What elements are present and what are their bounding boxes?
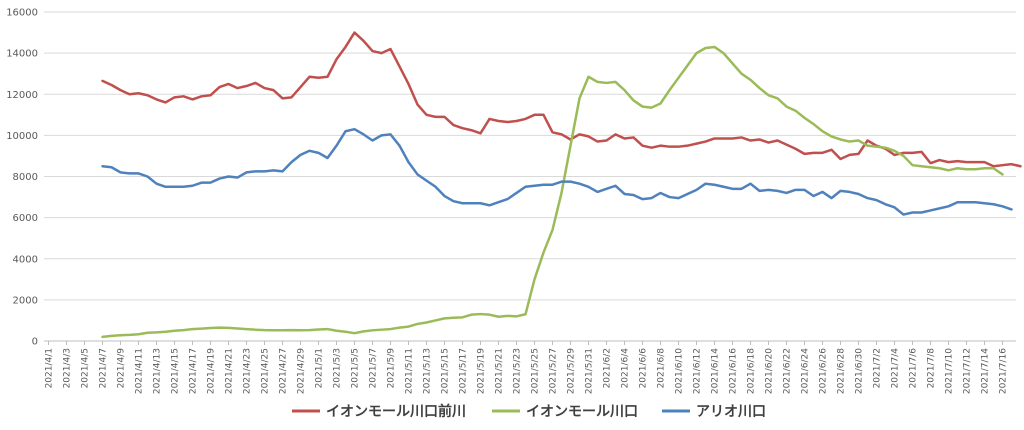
series-line-1 bbox=[101, 45, 1004, 339]
x-tick-label: 2021/6/18 bbox=[747, 348, 757, 394]
x-tick-label: 2021/4/27 bbox=[279, 348, 289, 394]
x-tick-label: 2021/5/17 bbox=[459, 348, 469, 394]
x-tick-label: 2021/5/11 bbox=[405, 348, 415, 394]
x-tick-label: 2021/5/7 bbox=[369, 348, 379, 388]
x-tick-label: 2021/5/13 bbox=[423, 348, 433, 394]
x-tick-label: 2021/5/9 bbox=[387, 348, 397, 389]
x-tick-label: 2021/7/6 bbox=[909, 348, 919, 389]
y-tick-label: 6000 bbox=[13, 213, 38, 224]
x-tick-label: 2021/7/2 bbox=[873, 348, 883, 388]
x-tick-label: 2021/4/3 bbox=[63, 348, 73, 388]
x-tick-label: 2021/6/8 bbox=[657, 348, 667, 389]
y-tick-label: 16000 bbox=[6, 8, 38, 19]
x-tick-label: 2021/6/28 bbox=[837, 348, 847, 394]
x-tick-label: 2021/6/14 bbox=[711, 348, 721, 394]
x-tick-label: 2021/5/21 bbox=[495, 348, 505, 394]
x-tick-label: 2021/6/20 bbox=[765, 348, 775, 394]
x-tick-label: 2021/6/6 bbox=[639, 348, 649, 389]
x-tick-label: 2021/7/10 bbox=[945, 348, 955, 394]
x-tick-label: 2021/6/26 bbox=[819, 348, 829, 394]
x-tick-label: 2021/5/23 bbox=[513, 348, 523, 394]
x-tick-label: 2021/6/12 bbox=[693, 348, 703, 394]
y-tick-label: 8000 bbox=[13, 172, 38, 183]
legend-label-1: イオンモール川口 bbox=[526, 404, 638, 420]
x-tick-label: 2021/4/7 bbox=[99, 348, 109, 388]
x-tick-label: 2021/6/10 bbox=[675, 348, 685, 394]
series-line-2 bbox=[101, 127, 1013, 216]
x-tick-label: 2021/4/15 bbox=[171, 348, 181, 394]
y-tick-label: 14000 bbox=[6, 49, 38, 60]
x-tick-label: 2021/5/15 bbox=[441, 348, 451, 394]
x-tick-label: 2021/5/3 bbox=[333, 348, 343, 388]
x-tick-label: 2021/6/22 bbox=[783, 348, 793, 394]
x-tick-label: 2021/4/9 bbox=[117, 348, 127, 389]
x-tick-label: 2021/4/25 bbox=[261, 348, 271, 394]
x-tick-label: 2021/7/12 bbox=[963, 348, 973, 394]
legend-label-0: イオンモール川口前川 bbox=[326, 403, 466, 420]
y-tick-label: 0 bbox=[32, 337, 38, 348]
x-tick-label: 2021/6/24 bbox=[801, 348, 811, 394]
y-tick-label: 2000 bbox=[13, 295, 38, 306]
x-tick-label: 2021/7/14 bbox=[981, 348, 991, 394]
series-line-0 bbox=[101, 31, 1022, 168]
x-tick-label: 2021/5/19 bbox=[477, 348, 487, 394]
x-tick-label: 2021/4/19 bbox=[207, 348, 217, 394]
x-tick-label: 2021/4/17 bbox=[189, 348, 199, 394]
x-tick-label: 2021/4/13 bbox=[153, 348, 163, 394]
y-tick-label: 4000 bbox=[13, 254, 38, 265]
x-tick-label: 2021/5/31 bbox=[585, 348, 595, 394]
series-lines bbox=[101, 31, 1022, 339]
x-tick-label: 2021/4/21 bbox=[225, 348, 235, 394]
x-tick-label: 2021/6/16 bbox=[729, 348, 739, 394]
x-tick-label: 2021/5/5 bbox=[351, 348, 361, 388]
x-axis-ticks: 2021/4/1 2021/4/3 2021/4/5 2021/4/7 2021/4/9… bbox=[45, 341, 1009, 394]
x-tick-label: 2021/4/11 bbox=[135, 348, 145, 394]
x-tick-label: 2021/5/27 bbox=[549, 348, 559, 394]
x-tick-label: 2021/5/29 bbox=[567, 348, 577, 394]
x-tick-label: 2021/4/29 bbox=[297, 348, 307, 394]
legend-label-2: アリオ川口 bbox=[696, 404, 766, 420]
y-axis-ticks: 0 2000 4000 6000 8000 10000 12000 14000 16000 bbox=[6, 8, 38, 348]
x-tick-label: 2021/6/2 bbox=[603, 348, 613, 388]
x-tick-label: 2021/7/16 bbox=[999, 348, 1009, 394]
x-tick-label: 2021/5/25 bbox=[531, 348, 541, 394]
x-tick-label: 2021/4/5 bbox=[81, 348, 91, 388]
x-tick-label: 2021/6/4 bbox=[621, 348, 631, 389]
x-tick-label: 2021/7/4 bbox=[891, 348, 901, 389]
x-tick-label: 2021/4/23 bbox=[243, 348, 253, 394]
y-tick-label: 10000 bbox=[6, 131, 38, 142]
x-tick-label: 2021/5/1 bbox=[315, 348, 325, 388]
x-tick-label: 2021/6/30 bbox=[855, 348, 865, 394]
x-tick-label: 2021/7/8 bbox=[927, 348, 937, 389]
x-tick-label: 2021/4/1 bbox=[45, 348, 55, 388]
legend: イオンモール川口前川 イオンモール川口 アリオ川口 bbox=[292, 403, 766, 420]
grid-lines bbox=[44, 11, 1016, 342]
y-tick-label: 12000 bbox=[6, 90, 38, 101]
